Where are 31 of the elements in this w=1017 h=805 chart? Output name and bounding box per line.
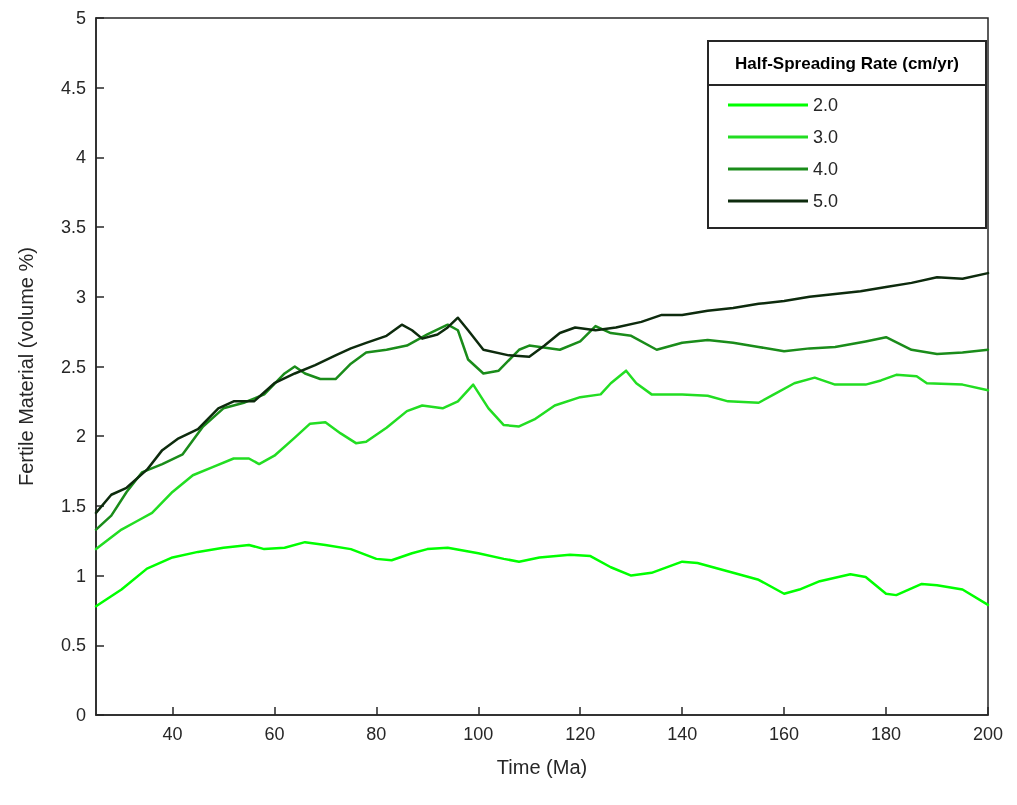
legend-label: 3.0: [813, 127, 839, 147]
line-series: [94, 540, 990, 608]
y-tick-label: 3.5: [60, 217, 86, 238]
y-tick-label: 1: [75, 565, 86, 586]
y-tick-label: 3: [75, 286, 86, 307]
y-tick-label: 5: [75, 8, 86, 28]
x-tick-label: 60: [264, 724, 285, 744]
line-series: [94, 271, 990, 515]
legend-label: 5.0: [813, 191, 839, 211]
legend-title: Half-Spreading Rate (cm/yr): [735, 53, 959, 73]
x-tick-label: 100: [463, 724, 494, 744]
x-tick-label: 80: [366, 724, 387, 744]
y-tick-label: 4.5: [60, 77, 86, 98]
y-tick-label: 2: [75, 426, 86, 447]
line-series: [94, 369, 990, 551]
x-tick-label: 140: [667, 724, 698, 744]
x-axis-title: Time (Ma): [496, 756, 588, 778]
legend-label: 4.0: [813, 159, 839, 179]
y-tick-label: 0.5: [60, 635, 86, 656]
x-tick-label: 200: [972, 724, 1004, 744]
y-tick-label: 1.5: [60, 495, 86, 516]
y-tick-label: 2.5: [60, 356, 86, 377]
x-tick-label: 160: [769, 724, 800, 744]
line-series: [94, 323, 990, 531]
x-tick-label: 120: [565, 724, 596, 744]
x-tick-label: 40: [162, 724, 183, 744]
legend-label: 2.0: [813, 95, 839, 115]
y-tick-label: 0: [75, 705, 86, 725]
y-axis-title: Fertile Material (volume %): [15, 247, 37, 486]
x-tick-label: 180: [871, 724, 902, 744]
y-tick-label: 4: [75, 147, 86, 168]
